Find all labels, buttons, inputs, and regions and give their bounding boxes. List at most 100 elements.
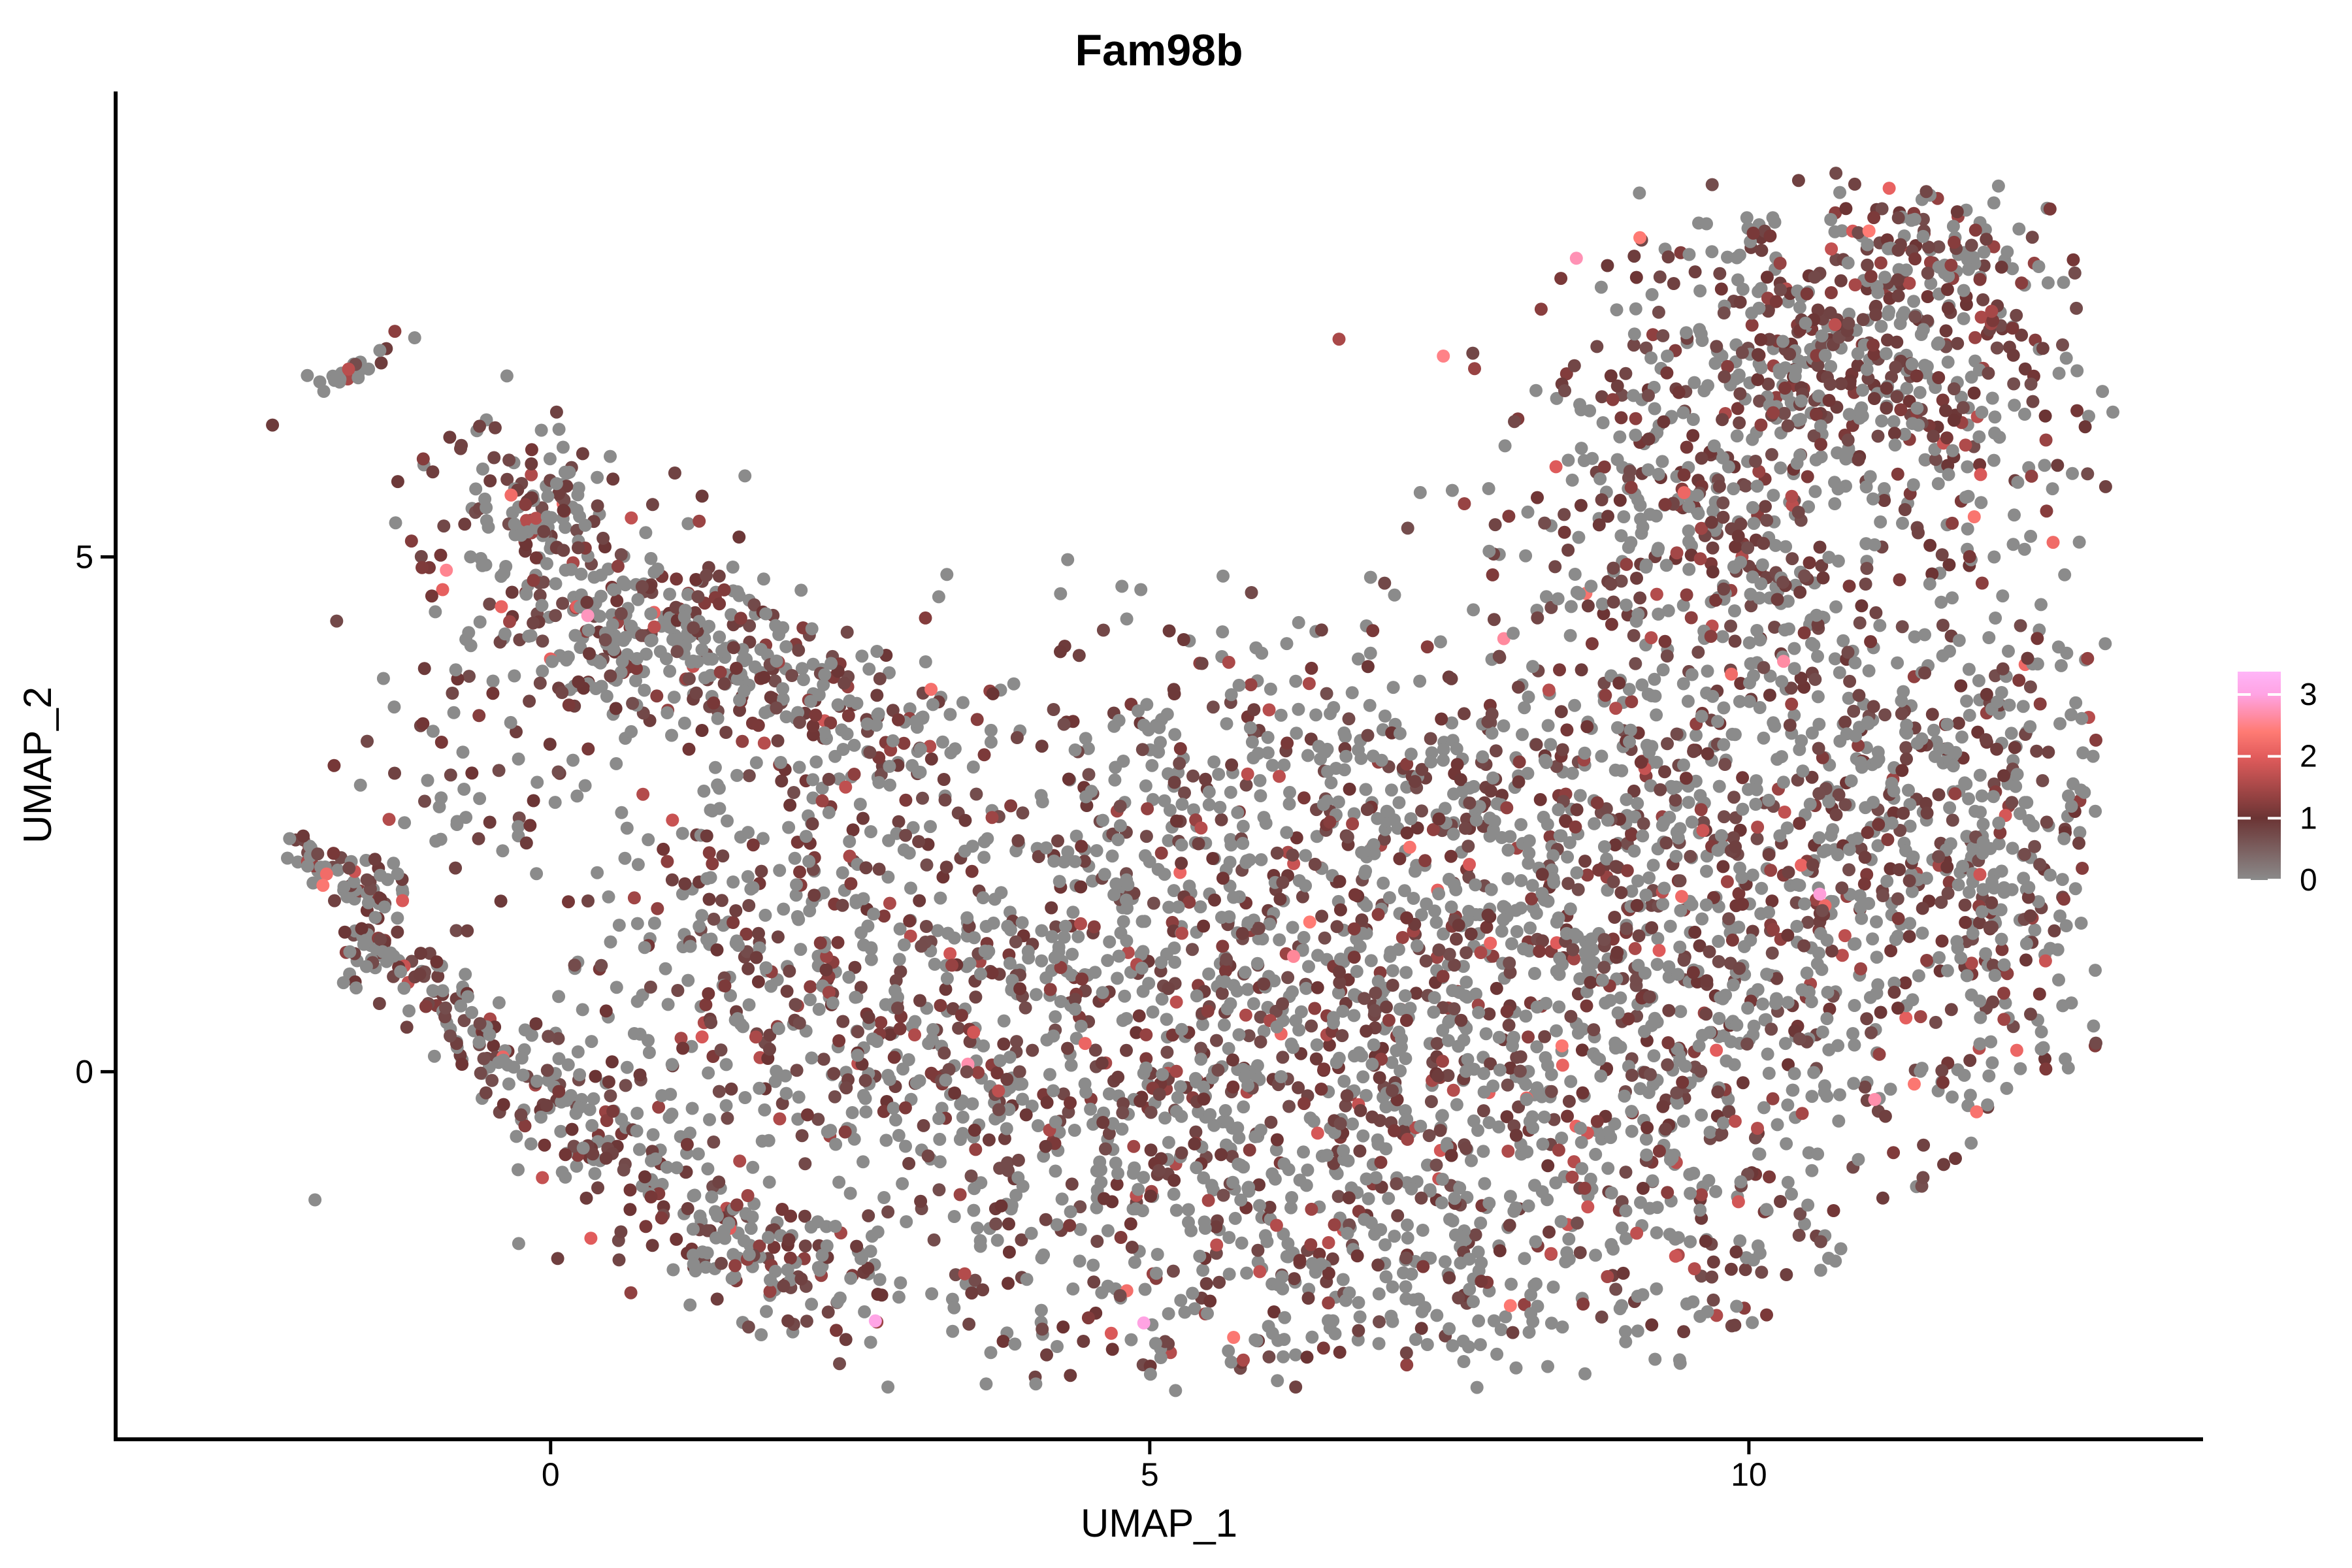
data-point xyxy=(1514,818,1527,832)
data-point xyxy=(1572,531,1586,544)
data-point xyxy=(503,615,516,629)
data-point xyxy=(678,716,691,730)
data-point xyxy=(1136,985,1150,998)
data-point xyxy=(1609,702,1623,715)
data-point xyxy=(1372,1287,1386,1301)
data-point xyxy=(1194,900,1207,913)
data-point xyxy=(2034,1042,2048,1056)
data-point xyxy=(1663,919,1677,933)
data-point xyxy=(1016,1179,1030,1193)
data-point xyxy=(1534,302,1548,316)
data-point xyxy=(1613,430,1627,444)
data-point xyxy=(939,983,953,996)
data-point xyxy=(1501,872,1515,885)
data-point xyxy=(1881,833,1895,847)
data-point xyxy=(1848,278,1862,291)
data-point xyxy=(1002,1103,1016,1117)
data-point xyxy=(1224,1355,1238,1369)
data-point xyxy=(985,966,999,980)
data-point xyxy=(847,768,861,781)
data-point xyxy=(1776,776,1790,789)
data-point xyxy=(615,806,629,819)
data-point xyxy=(1139,779,1152,792)
data-point xyxy=(1703,1126,1717,1139)
data-point xyxy=(537,525,551,538)
data-point xyxy=(627,891,641,905)
data-point xyxy=(1619,367,1633,380)
data-point xyxy=(1990,742,2004,756)
data-point xyxy=(1167,884,1181,898)
data-point xyxy=(604,1089,617,1103)
data-point xyxy=(728,1259,742,1273)
data-point xyxy=(1781,928,1795,942)
data-point xyxy=(943,947,957,960)
data-point xyxy=(1891,273,1904,287)
data-point xyxy=(1715,1127,1729,1141)
data-point xyxy=(1627,844,1641,858)
data-point xyxy=(498,627,512,641)
data-point xyxy=(1672,385,1686,399)
data-point xyxy=(806,657,820,671)
data-point xyxy=(1118,989,1132,1003)
data-point xyxy=(1078,1077,1092,1091)
data-point xyxy=(1541,719,1555,732)
data-point xyxy=(1780,1137,1793,1151)
data-point xyxy=(492,996,506,1009)
data-point xyxy=(1929,453,1942,466)
data-point xyxy=(1519,1077,1533,1091)
data-point xyxy=(1211,1063,1225,1077)
data-point xyxy=(368,911,382,924)
data-point xyxy=(721,814,734,828)
data-point xyxy=(486,674,500,688)
data-point xyxy=(843,849,857,863)
data-point xyxy=(1730,251,1744,265)
data-point xyxy=(426,725,440,738)
data-point xyxy=(2001,245,2014,259)
data-point xyxy=(1276,1051,1290,1064)
data-point xyxy=(1765,894,1779,908)
data-point xyxy=(1674,1005,1688,1019)
data-point xyxy=(361,896,375,909)
data-point xyxy=(1874,256,1887,270)
data-point xyxy=(1896,516,1909,530)
data-point xyxy=(1378,576,1392,590)
data-point xyxy=(1727,978,1740,992)
data-point xyxy=(1580,720,1594,734)
data-point xyxy=(881,870,895,884)
data-point xyxy=(449,924,463,938)
data-point xyxy=(770,701,783,715)
data-point xyxy=(1371,907,1385,921)
data-point xyxy=(854,981,868,994)
data-point xyxy=(623,1183,637,1197)
data-point xyxy=(1858,1080,1872,1094)
data-point xyxy=(902,1053,915,1066)
data-point xyxy=(646,1128,660,1141)
data-point xyxy=(1120,612,1134,626)
data-point xyxy=(1744,599,1758,613)
data-point xyxy=(1524,921,1537,935)
data-point xyxy=(2055,873,2069,887)
data-point xyxy=(1127,1139,1141,1153)
data-point xyxy=(1851,347,1865,361)
data-point xyxy=(938,1046,951,1060)
data-point xyxy=(2019,953,2033,967)
data-point xyxy=(1379,1270,1393,1284)
data-point xyxy=(933,1155,947,1169)
data-point xyxy=(1634,755,1648,769)
data-point xyxy=(1331,795,1345,809)
data-point xyxy=(1522,846,1536,860)
data-point xyxy=(900,1215,913,1228)
data-point xyxy=(1281,736,1294,750)
data-point xyxy=(1518,701,1531,715)
data-point xyxy=(840,727,854,741)
data-point xyxy=(1128,1256,1141,1269)
data-point xyxy=(1561,1109,1574,1123)
data-point xyxy=(829,1137,843,1151)
data-point xyxy=(1625,1068,1639,1082)
data-point xyxy=(1409,987,1423,1000)
data-point xyxy=(328,894,341,907)
data-point xyxy=(1309,708,1323,722)
data-point xyxy=(1781,1175,1795,1189)
data-point xyxy=(1919,185,1933,199)
data-point xyxy=(1986,995,2000,1009)
